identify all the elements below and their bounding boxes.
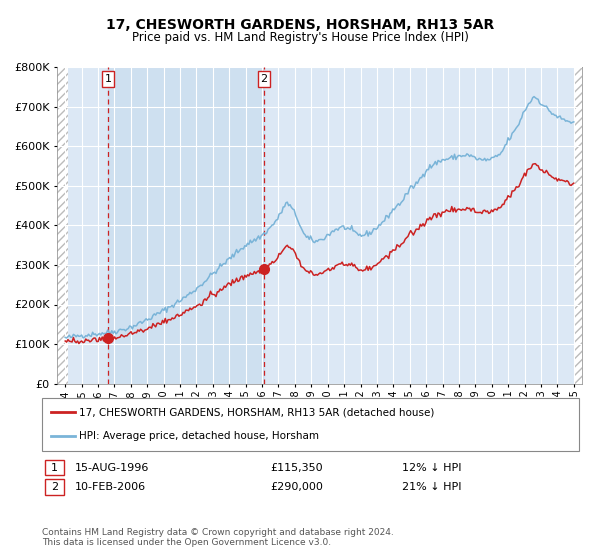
Text: 2: 2 [260, 74, 268, 84]
Text: 15-AUG-1996: 15-AUG-1996 [75, 463, 149, 473]
Bar [108, 67, 264, 384]
Text: 17, CHESWORTH GARDENS, HORSHAM, RH13 5AR (detached house): 17, CHESWORTH GARDENS, HORSHAM, RH13 5AR… [79, 408, 434, 418]
Text: 17, CHESWORTH GARDENS, HORSHAM, RH13 5AR: 17, CHESWORTH GARDENS, HORSHAM, RH13 5AR [106, 18, 494, 32]
Text: 12% ↓ HPI: 12% ↓ HPI [402, 463, 461, 473]
Text: £290,000: £290,000 [270, 482, 323, 492]
Text: HPI: Average price, detached house, Horsham: HPI: Average price, detached house, Hors… [79, 431, 319, 441]
Text: Price paid vs. HM Land Registry's House Price Index (HPI): Price paid vs. HM Land Registry's House … [131, 31, 469, 44]
Text: £115,350: £115,350 [270, 463, 323, 473]
Text: 2: 2 [51, 482, 58, 492]
Text: 21% ↓ HPI: 21% ↓ HPI [402, 482, 461, 492]
Bar [575, 67, 582, 384]
Text: 1: 1 [51, 463, 58, 473]
Text: 10-FEB-2006: 10-FEB-2006 [75, 482, 146, 492]
Text: Contains HM Land Registry data © Crown copyright and database right 2024.
This d: Contains HM Land Registry data © Crown c… [42, 528, 394, 547]
Text: 1: 1 [104, 74, 112, 84]
Bar [57, 67, 68, 384]
